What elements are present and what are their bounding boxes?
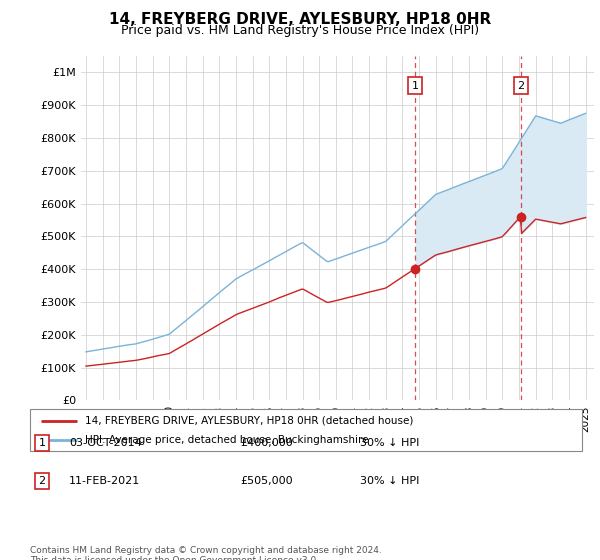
FancyBboxPatch shape — [30, 409, 582, 451]
Text: Contains HM Land Registry data © Crown copyright and database right 2024.
This d: Contains HM Land Registry data © Crown c… — [30, 546, 382, 560]
Text: 1: 1 — [412, 81, 418, 91]
Text: 14, FREYBERG DRIVE, AYLESBURY, HP18 0HR: 14, FREYBERG DRIVE, AYLESBURY, HP18 0HR — [109, 12, 491, 27]
Text: 2: 2 — [38, 476, 46, 486]
Text: 14, FREYBERG DRIVE, AYLESBURY, HP18 0HR (detached house): 14, FREYBERG DRIVE, AYLESBURY, HP18 0HR … — [85, 416, 413, 426]
Text: 30% ↓ HPI: 30% ↓ HPI — [360, 438, 419, 448]
Text: £505,000: £505,000 — [240, 476, 293, 486]
Text: 1: 1 — [38, 438, 46, 448]
Text: £400,000: £400,000 — [240, 438, 293, 448]
Text: 11-FEB-2021: 11-FEB-2021 — [69, 476, 140, 486]
Text: 30% ↓ HPI: 30% ↓ HPI — [360, 476, 419, 486]
Text: HPI: Average price, detached house, Buckinghamshire: HPI: Average price, detached house, Buck… — [85, 435, 368, 445]
Text: 03-OCT-2014: 03-OCT-2014 — [69, 438, 142, 448]
Text: Price paid vs. HM Land Registry's House Price Index (HPI): Price paid vs. HM Land Registry's House … — [121, 24, 479, 36]
Text: 2: 2 — [517, 81, 524, 91]
